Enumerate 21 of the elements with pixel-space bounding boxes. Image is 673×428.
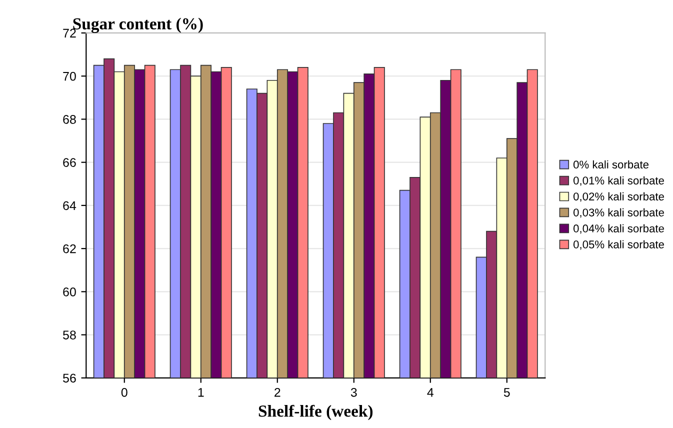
legend-label: 0,01% kali sorbate	[573, 176, 664, 186]
legend-label: 0,05% kali sorbate	[573, 240, 664, 250]
y-tick-label: 64	[63, 201, 76, 210]
y-tick-label: 60	[63, 287, 76, 296]
y-tick-label: 70	[63, 72, 76, 81]
x-tick-label: 0	[121, 388, 128, 397]
y-tick-label: 66	[63, 158, 76, 167]
x-tick-label: 1	[198, 388, 204, 397]
y-tick-label: 58	[63, 330, 76, 340]
x-tick-label: 3	[350, 388, 357, 397]
legend-label: 0% kali sorbate	[573, 160, 649, 169]
legend-label: 0,02% kali sorbate	[573, 192, 664, 202]
x-axis-title: Shelf-life (week)	[258, 404, 373, 420]
legend-label: 0,04% kali sorbate	[573, 224, 664, 234]
x-tick-label: 5	[504, 388, 510, 397]
y-tick-label: 68	[63, 115, 76, 124]
legend-label: 0,03% kali sorbate	[573, 208, 664, 218]
y-tick-label: 62	[63, 244, 76, 254]
x-tick-label: 2	[274, 388, 280, 397]
x-tick-label: 4	[427, 388, 434, 397]
y-tick-label: 56	[63, 374, 76, 383]
